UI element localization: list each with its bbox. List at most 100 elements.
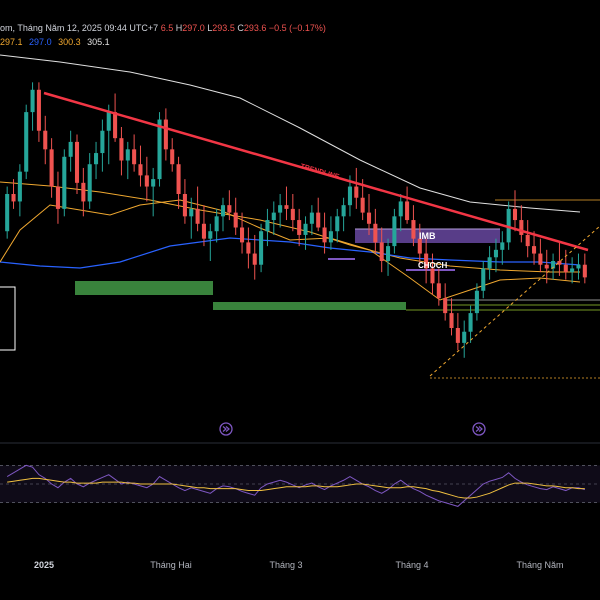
replay-icon-glyph [475, 426, 483, 432]
candle-body [100, 130, 105, 154]
candle-body [24, 112, 29, 172]
candle-body [62, 156, 67, 209]
candle-body [151, 179, 156, 187]
candle-body [506, 208, 511, 243]
candle-body [290, 208, 295, 221]
candle-body [576, 264, 581, 269]
ma-value-4: 305.1 [87, 37, 110, 47]
x-tick-label: Tháng 4 [395, 560, 429, 570]
candle-body [493, 249, 498, 258]
candle-body [519, 220, 524, 235]
x-tick-label: Tháng Hai [150, 560, 192, 570]
candle-body [392, 216, 397, 247]
candle-body [233, 212, 238, 228]
candle-body [106, 112, 111, 131]
candle-body [532, 246, 537, 254]
candle-body [500, 242, 505, 250]
candle-body [94, 153, 99, 165]
candle-body [309, 212, 314, 224]
candle-body [227, 205, 232, 213]
candle-body [220, 205, 226, 217]
x-tick-label: Tháng 3 [269, 560, 303, 570]
candle-body [11, 194, 16, 202]
support-zone [75, 281, 213, 295]
imb-label: IMB [419, 231, 436, 241]
ma-value-2: 297.0 [29, 37, 52, 47]
open-value: 6.5 [160, 23, 174, 33]
high-label: H [175, 23, 183, 33]
imb-zone [355, 229, 500, 243]
moving-averages-layer [0, 54, 581, 301]
ma-value-3: 300.3 [58, 37, 81, 47]
candle-body [182, 194, 187, 217]
candle-body [386, 246, 391, 261]
ohlc-legend: om, Tháng Năm 12, 2025 09:44 UTC+7 6.5 H… [0, 22, 326, 34]
candle-body [43, 130, 48, 150]
candle-body [405, 201, 410, 221]
candle-body [417, 238, 422, 254]
candle-body [462, 331, 467, 343]
candle-body [582, 264, 587, 278]
candle-body [551, 261, 556, 269]
trendline-label: TRENDLINE [299, 163, 340, 181]
candle-body [68, 141, 73, 157]
candle-body [5, 194, 10, 232]
candle-body [119, 138, 124, 161]
candle-body [449, 313, 454, 328]
candle-body [436, 283, 441, 299]
candle-body [240, 227, 245, 243]
high-value: 297.0 [182, 23, 205, 33]
candle-body [366, 212, 372, 224]
candles-layer [5, 82, 587, 358]
candle-body [443, 298, 448, 314]
trendline [43, 91, 589, 252]
x-tick-label: Tháng Năm [516, 560, 564, 570]
ma-100-line [0, 181, 580, 273]
candle-body [74, 141, 80, 183]
range-box [0, 286, 16, 351]
candle-body [284, 205, 289, 209]
zones-layer [0, 199, 600, 379]
replay-icon-glyph [222, 426, 230, 432]
candle-body [297, 220, 302, 235]
candle-body [328, 231, 333, 243]
candle-body [316, 212, 321, 228]
candle-body [354, 186, 359, 198]
replay-icon [472, 422, 486, 436]
candle-body [424, 253, 429, 269]
ma-200-line [0, 54, 581, 213]
candle-body [544, 264, 549, 269]
candle-body [30, 89, 35, 113]
candle-body [265, 220, 270, 232]
replay-icon [219, 422, 233, 436]
candle-body [170, 149, 175, 165]
candle-body [512, 208, 518, 221]
choch-label: CHOCH [418, 261, 448, 270]
candle-body [49, 149, 54, 187]
candle-body [138, 164, 143, 176]
candle-body [373, 223, 378, 243]
candle-body [360, 197, 365, 213]
candle-body [214, 216, 219, 232]
candle-body [252, 253, 257, 265]
change-value: −0.5 (−0.17%) [268, 23, 326, 33]
ma-value-1: 297.1 [0, 37, 23, 47]
ma-legend: 297.1 297.0 300.3 305.1 [0, 36, 114, 48]
candle-body [538, 253, 543, 265]
candle-body [335, 216, 340, 232]
candle-body [557, 261, 562, 265]
candle-body [303, 223, 308, 235]
candle-body [87, 164, 92, 202]
candle-body [176, 164, 181, 194]
candle-body [271, 212, 276, 221]
candle-body [570, 268, 575, 273]
ma-20-line [0, 199, 581, 301]
candle-body [278, 205, 283, 213]
candle-body [125, 149, 130, 161]
candle-body [411, 220, 416, 239]
candle-body [113, 112, 118, 139]
candle-body [195, 208, 200, 224]
candle-body [563, 264, 568, 273]
rsi-ma-line [7, 477, 585, 499]
